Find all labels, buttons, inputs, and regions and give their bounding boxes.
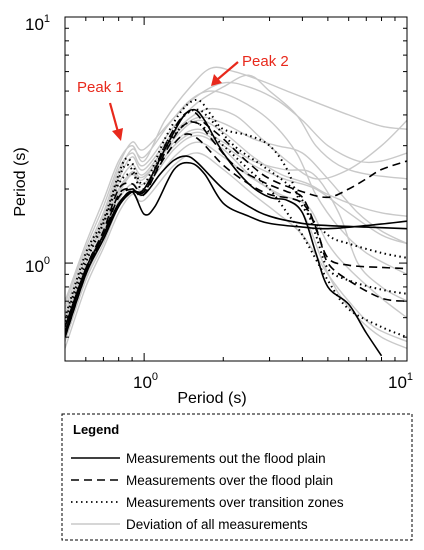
legend-label-dotted: Measurements over transition zones [126, 495, 344, 510]
series-line-dashed-5 [65, 134, 407, 333]
legend: Legend Measurements out the flood plain … [62, 414, 412, 540]
x-axis-title: Period (s) [177, 390, 246, 407]
series-layer [65, 67, 407, 356]
annotation-arrow-peak-1 [110, 103, 118, 132]
annotation-peak-2: Peak 2 [242, 53, 289, 70]
y-tick-label-top: 101 [25, 13, 50, 34]
annotation-arrowhead-peak-1 [112, 128, 123, 141]
annotation-arrow-peak-2 [218, 62, 238, 79]
legend-label-grey: Deviation of all measurements [126, 517, 308, 532]
legend-title: Legend [73, 422, 119, 437]
annotation-peak-1: Peak 1 [77, 79, 124, 96]
series-line-solid-2 [65, 110, 382, 356]
series-line-grey-13 [65, 120, 407, 337]
x-tick-label-2: 101 [388, 371, 413, 392]
legend-label-dashed: Measurements over the flood plain [126, 473, 333, 488]
legend-label-solid: Measurements out the flood plain [126, 451, 326, 466]
x-tick-label-1: 100 [133, 371, 158, 392]
y-axis-title: Period (s) [12, 147, 29, 216]
series-line-dashed-3 [65, 112, 407, 333]
y-tick-label-mid: 100 [25, 255, 50, 276]
annotation-layer: Peak 1 Peak 2 [77, 53, 289, 141]
